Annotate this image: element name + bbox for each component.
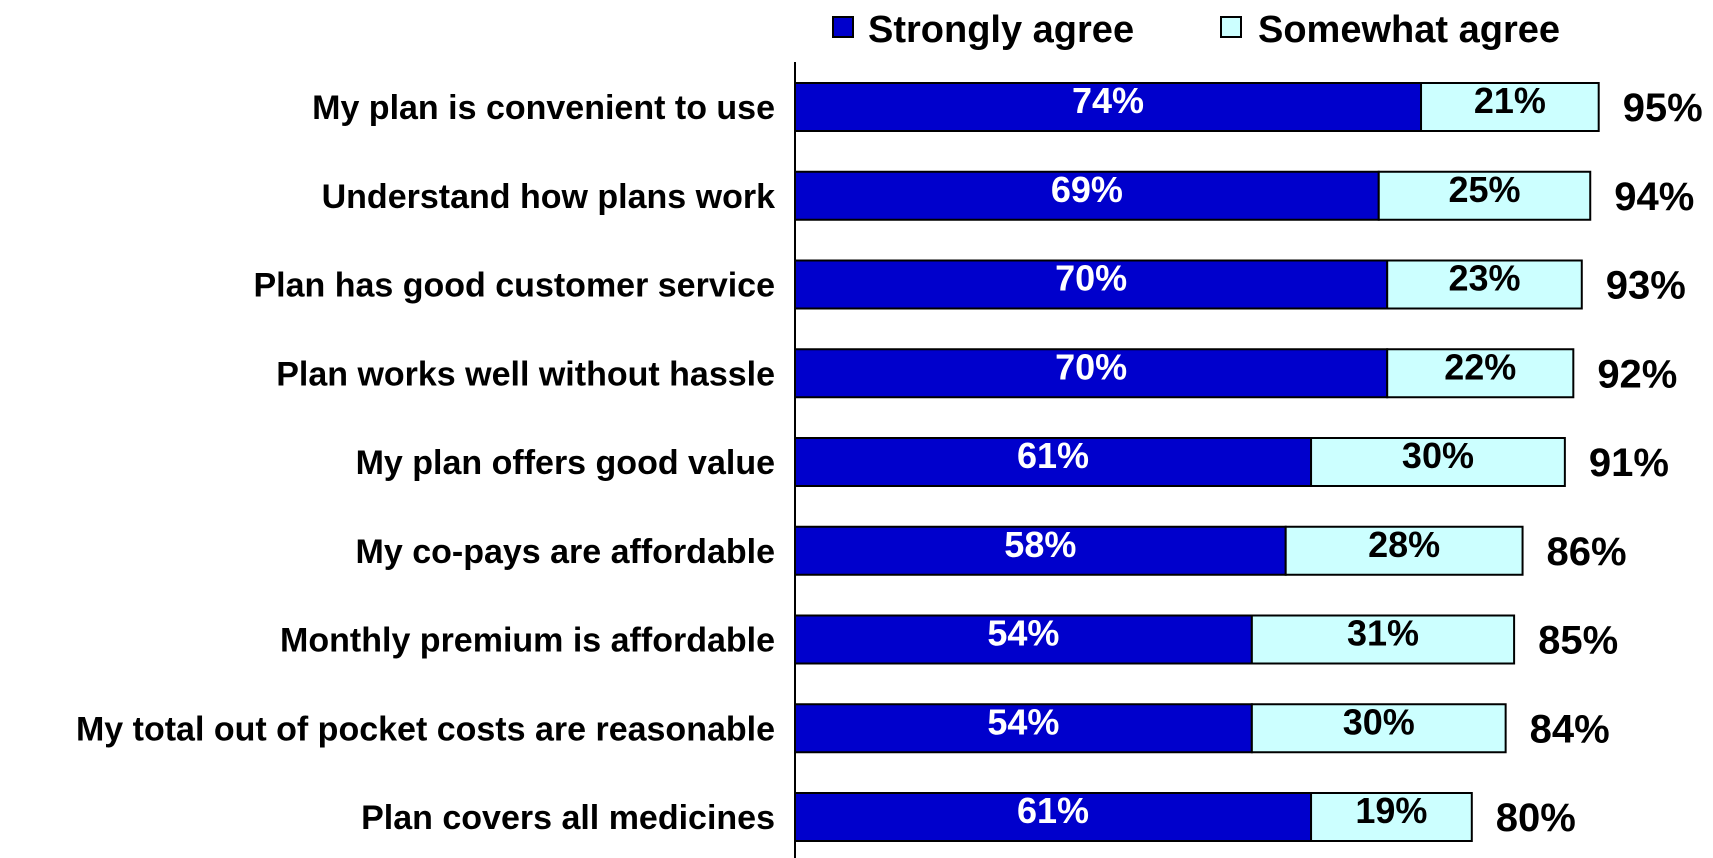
bar-somewhat-agree xyxy=(1386,348,1575,399)
strongly-agree-value-label: 70% xyxy=(1055,346,1127,387)
bar-row: My plan is convenient to use 74% 21% 95% xyxy=(312,80,1703,132)
total-value-label: 92% xyxy=(1597,352,1677,396)
category-label: My plan is convenient to use xyxy=(312,89,775,127)
total-value-label: 95% xyxy=(1623,86,1703,130)
somewhat-agree-value-label: 21% xyxy=(1474,80,1546,121)
strongly-agree-value-label: 69% xyxy=(1051,169,1123,210)
bar-row: Plan works well without hassle 70% 22% 92% xyxy=(276,346,1677,399)
strongly-agree-value-label: 58% xyxy=(1004,524,1076,565)
bar-strongly-agree xyxy=(794,170,1380,221)
somewhat-agree-value-label: 28% xyxy=(1368,524,1440,565)
category-label: Plan covers all medicines xyxy=(361,799,775,837)
strongly-agree-value-label: 74% xyxy=(1072,80,1144,121)
bar-somewhat-agree xyxy=(1420,82,1600,132)
total-value-label: 85% xyxy=(1538,619,1618,663)
bar-strongly-agree xyxy=(794,614,1253,665)
bar-row: Plan covers all medicines 61% 19% 80% xyxy=(361,790,1576,842)
bar-somewhat-agree xyxy=(1310,792,1473,842)
bar-somewhat-agree xyxy=(1377,170,1592,221)
category-label: Understand how plans work xyxy=(322,178,775,216)
bar-somewhat-agree xyxy=(1310,437,1566,487)
total-value-label: 84% xyxy=(1530,707,1610,751)
legend-item-somewhat-agree: Somewhat agree xyxy=(1220,9,1560,51)
strongly-agree-value-label: 61% xyxy=(1017,435,1089,476)
bar-row: Plan has good customer service 70% 23% 93% xyxy=(253,258,1686,310)
somewhat-agree-value-label: 19% xyxy=(1355,790,1427,831)
bar-row: Monthly premium is affordable 54% 31% 85% xyxy=(280,613,1618,665)
bar-somewhat-agree xyxy=(1250,614,1516,665)
plot-area: My plan is convenient to use 74% 21% 95% Und… xyxy=(76,80,1703,842)
bar-somewhat-agree xyxy=(1284,525,1524,576)
category-label: Monthly premium is affordable xyxy=(280,622,775,660)
bar-somewhat-agree xyxy=(1386,259,1583,310)
total-value-label: 91% xyxy=(1589,441,1669,485)
somewhat-agree-value-label: 30% xyxy=(1402,435,1474,476)
bar-row: Understand how plans work 69% 25% 94% xyxy=(322,169,1694,221)
category-label: My plan offers good value xyxy=(356,444,775,482)
bar-strongly-agree xyxy=(794,259,1389,310)
bar-row: My co-pays are affordable 58% 28% 86% xyxy=(356,524,1627,576)
legend-swatch xyxy=(1220,16,1242,38)
strongly-agree-value-label: 54% xyxy=(987,613,1059,654)
strongly-agree-value-label: 61% xyxy=(1017,790,1089,831)
total-value-label: 86% xyxy=(1547,530,1627,574)
bar-strongly-agree xyxy=(794,82,1423,132)
somewhat-agree-value-label: 31% xyxy=(1347,613,1419,654)
legend-label: Somewhat agree xyxy=(1258,9,1560,51)
strongly-agree-value-label: 70% xyxy=(1055,258,1127,299)
bar-row: My plan offers good value 61% 30% 91% xyxy=(356,435,1669,487)
legend-label: Strongly agree xyxy=(868,9,1134,51)
total-value-label: 93% xyxy=(1606,264,1686,308)
legend-swatch xyxy=(832,16,854,38)
somewhat-agree-value-label: 23% xyxy=(1448,258,1520,299)
somewhat-agree-value-label: 22% xyxy=(1444,346,1516,387)
total-value-label: 80% xyxy=(1496,796,1576,840)
total-value-label: 94% xyxy=(1614,175,1694,219)
legend: Strongly agree Somewhat agree xyxy=(832,9,1560,51)
category-label: My co-pays are affordable xyxy=(356,533,775,571)
bar-somewhat-agree xyxy=(1250,703,1507,754)
somewhat-agree-value-label: 30% xyxy=(1343,701,1415,742)
bar-strongly-agree xyxy=(794,348,1389,399)
category-label: Plan works well without hassle xyxy=(276,355,775,393)
legend-item-strongly-agree: Strongly agree xyxy=(832,9,1134,51)
bar-row: My total out of pocket costs are reasona… xyxy=(76,701,1610,754)
somewhat-agree-value-label: 25% xyxy=(1448,169,1520,210)
category-label: My total out of pocket costs are reasona… xyxy=(76,710,775,748)
strongly-agree-value-label: 54% xyxy=(987,701,1059,742)
category-label: Plan has good customer service xyxy=(253,267,775,305)
